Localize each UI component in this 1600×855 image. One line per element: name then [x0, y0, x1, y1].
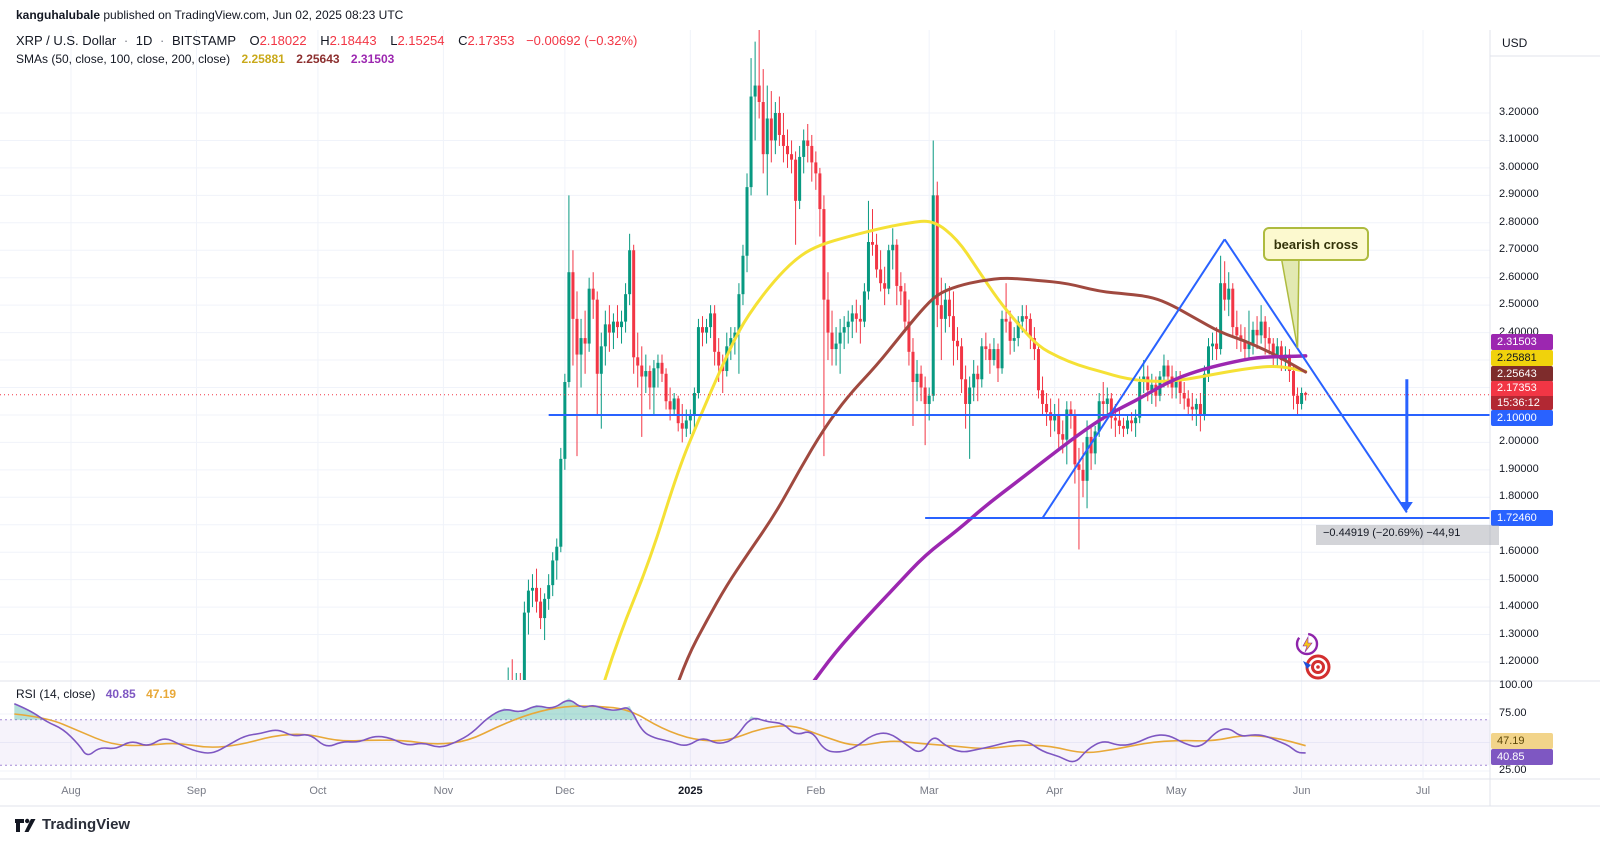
sma100-line	[677, 276, 1308, 680]
low-label: L	[390, 33, 398, 48]
time-axis-label-Oct: Oct	[309, 785, 327, 797]
sma-lines-layer	[603, 219, 1308, 680]
high-value: 2.18443	[329, 33, 377, 48]
low-value: 2.15254	[397, 33, 445, 48]
time-axis-label-Mar: Mar	[919, 785, 939, 797]
attribution: kanguhalubale published on TradingView.c…	[16, 8, 403, 22]
rsi-pane[interactable]	[0, 698, 1490, 766]
price-tick: 2.90000	[1499, 188, 1539, 201]
time-axis-label-Sep: Sep	[186, 785, 207, 797]
tradingview-logo-icon[interactable]	[14, 814, 36, 834]
price-tick: 2.50000	[1499, 298, 1539, 311]
symbol-legend: XRP / U.S. Dollar · 1D · BITSTAMP O2.180…	[16, 33, 637, 48]
price-tick: 2.00000	[1499, 435, 1539, 448]
grid-lines	[0, 30, 1490, 778]
sma50-value: 2.25881	[241, 52, 285, 66]
close-label: C	[458, 33, 468, 48]
rsi-ma-tag: 47.19	[1491, 733, 1553, 749]
support-level-tag: 2.10000	[1491, 410, 1553, 426]
rsi-band	[0, 719, 1490, 766]
price-tick: 1.40000	[1499, 600, 1539, 613]
open-value: 2.18022	[259, 33, 307, 48]
rsi-ma-value: 47.19	[146, 687, 177, 701]
separator-dot: ·	[123, 33, 129, 48]
price-tick: 2.70000	[1499, 243, 1539, 256]
rsi-value-tag: 40.85	[1491, 749, 1553, 765]
price-tick: 1.30000	[1499, 627, 1539, 640]
footer: TradingView	[14, 812, 130, 836]
sma200-value: 2.31503	[350, 52, 395, 66]
pane-separators	[0, 30, 1600, 807]
sticker-target-icon[interactable]	[1303, 654, 1331, 680]
high-label: H	[320, 33, 330, 48]
time-axis-label-May: May	[1165, 785, 1187, 797]
attribution-author[interactable]: kanguhalubale	[16, 8, 101, 22]
indicator-legend-sma: SMAs (50, close, 100, close, 200, close)…	[16, 52, 394, 66]
price-tick: 3.20000	[1499, 106, 1539, 118]
interval-label[interactable]: 1D	[135, 33, 153, 48]
rsi-tick: 75.00	[1499, 707, 1527, 719]
time-axis-label-2025: 2025	[678, 785, 703, 797]
open-label: O	[249, 33, 260, 48]
price-axis[interactable]: USD 3.20000 3.10000 3.00000 2.90000 2.80000 2…	[1490, 0, 1600, 806]
indicator-legend-rsi: RSI (14, close) 40.85 47.19	[16, 687, 176, 701]
price-tick: 1.60000	[1499, 545, 1539, 558]
current-price-tag: 2.17353 15:36:12	[1491, 381, 1553, 410]
symbol-title[interactable]: XRP / U.S. Dollar	[16, 33, 117, 48]
price-tick: 3.00000	[1499, 160, 1539, 173]
attribution-text: published on TradingView.com, Jun 02, 20…	[100, 8, 404, 22]
time-axis-label-Dec: Dec	[555, 785, 575, 797]
price-tick: 1.50000	[1499, 572, 1539, 585]
sma200-line	[812, 354, 1308, 680]
sticker-lightning-cycle-icon[interactable]	[1295, 632, 1319, 656]
callout-tail	[1280, 255, 1300, 348]
price-tick: 1.90000	[1499, 462, 1539, 475]
measure-label: −0.44919 (−20.69%) −44,91	[1316, 525, 1499, 545]
rsi-value: 40.85	[105, 687, 136, 701]
currency-button[interactable]: USD	[1502, 36, 1528, 50]
current-price-value: 2.17353	[1491, 381, 1553, 396]
sma50-line	[603, 219, 1308, 680]
exchange-label: BITSTAMP	[172, 33, 236, 48]
target-level-tag: 1.72460	[1491, 510, 1553, 526]
bar-countdown: 15:36:12	[1491, 396, 1553, 410]
rsi-overbought-fill	[485, 698, 637, 720]
rsi-tick: 25.00	[1499, 764, 1527, 776]
ascending-trendline	[1041, 238, 1226, 519]
price-tick: 3.10000	[1499, 133, 1539, 146]
sma200-tag: 2.31503	[1491, 334, 1553, 350]
rsi-legend-label[interactable]: RSI (14, close)	[16, 687, 96, 701]
separator-dot: ·	[160, 33, 165, 48]
sma100-value: 2.25643	[296, 52, 340, 66]
change-value: −0.00692 (−0.32%)	[526, 33, 638, 48]
sma50-tag: 2.25881	[1491, 350, 1553, 366]
tradingview-logo-text[interactable]: TradingView	[42, 815, 131, 833]
price-tick: 1.80000	[1499, 490, 1539, 503]
price-tick: 2.60000	[1499, 270, 1539, 283]
down-arrow-head	[1400, 502, 1413, 512]
time-axis-label-Apr: Apr	[1046, 785, 1064, 797]
time-axis[interactable]: Aug Sep Oct Nov Dec 2025 Feb Mar Apr May Jun Jul	[0, 779, 1490, 806]
close-value: 2.17353	[467, 33, 515, 48]
time-axis-label-Nov: Nov	[433, 785, 454, 797]
bearish-cross-callout[interactable]: bearish cross	[1263, 227, 1369, 261]
price-tick: 1.20000	[1499, 655, 1539, 667]
time-axis-label-Feb: Feb	[806, 785, 826, 797]
rsi-line	[14, 699, 1306, 763]
time-axis-label-Jul: Jul	[1416, 785, 1431, 797]
drawings-layer[interactable]	[548, 238, 1490, 519]
sma100-tag: 2.25643	[1491, 366, 1553, 382]
rsi-tick: 100.00	[1499, 678, 1533, 691]
time-axis-label-Aug: Aug	[61, 785, 81, 797]
sma-legend-label[interactable]: SMAs (50, close, 100, close, 200, close)	[16, 52, 231, 66]
descending-trendline	[1223, 238, 1408, 513]
rsi-ma-line	[14, 705, 1306, 754]
time-axis-label-Jun: Jun	[1292, 785, 1311, 797]
price-tick: 2.80000	[1499, 215, 1539, 228]
